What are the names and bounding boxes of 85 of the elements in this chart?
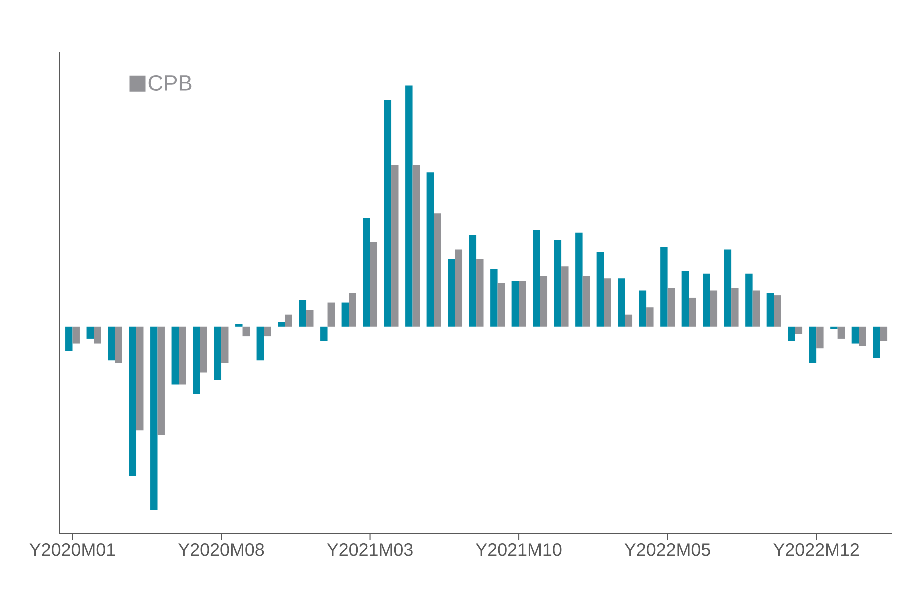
- bar: [596, 252, 604, 327]
- bar: [562, 266, 569, 327]
- bar: [554, 240, 562, 327]
- bar: [618, 278, 626, 327]
- bar: [363, 218, 370, 327]
- bar: [809, 326, 817, 364]
- bar: [179, 326, 186, 385]
- bar: [214, 326, 222, 380]
- bar: [200, 326, 208, 373]
- bar: [604, 278, 612, 327]
- bar: [108, 326, 116, 361]
- bar: [384, 100, 392, 327]
- bar: [724, 250, 732, 327]
- bar: [668, 288, 676, 327]
- bar: [86, 326, 94, 339]
- x-tick-label: Y2022M05: [624, 544, 710, 556]
- x-tick-label: Y2021M10: [476, 544, 562, 556]
- bar: [512, 281, 520, 327]
- bar: [285, 314, 292, 327]
- bar: [299, 300, 307, 327]
- bar: [434, 214, 442, 327]
- bar: [426, 172, 434, 327]
- bar: [278, 322, 286, 327]
- bar: [412, 165, 420, 327]
- bar: [519, 281, 526, 327]
- bar: [625, 314, 633, 327]
- bar: [660, 247, 668, 327]
- bar: [158, 326, 165, 436]
- bar: [490, 269, 498, 327]
- bar: [328, 302, 335, 327]
- bar: [774, 296, 782, 327]
- bar: [766, 293, 774, 327]
- bar: [66, 326, 73, 352]
- bar: [689, 298, 696, 327]
- bar: [746, 274, 753, 327]
- bar: [455, 250, 463, 327]
- bar: [392, 165, 399, 327]
- bar: [222, 326, 229, 364]
- bar: [788, 326, 796, 342]
- x-tick-label: Y2020M01: [30, 544, 116, 556]
- legend-label: CPB: [148, 75, 192, 91]
- bar: [732, 288, 739, 327]
- bar: [838, 326, 846, 339]
- bar: [94, 326, 102, 344]
- bar: [859, 326, 866, 346]
- bar: [476, 259, 484, 327]
- bar: [72, 326, 80, 344]
- bar: [639, 290, 647, 327]
- bar: [703, 274, 710, 327]
- bar: [498, 283, 506, 327]
- bar: [264, 326, 272, 337]
- bar: [682, 271, 690, 327]
- bar: [816, 326, 824, 349]
- bar: [342, 302, 350, 327]
- bar: [582, 276, 590, 327]
- bar: [172, 326, 180, 385]
- bar: [576, 232, 583, 327]
- bar: [873, 326, 880, 358]
- x-tick-label: Y2022M12: [774, 544, 860, 556]
- bar: [540, 276, 548, 327]
- bar: [306, 310, 314, 327]
- bar: [646, 308, 654, 327]
- bar: [242, 326, 250, 337]
- bar: [256, 326, 264, 361]
- bar: [533, 230, 540, 327]
- bar: [448, 259, 456, 327]
- bar: [852, 326, 860, 344]
- x-tick-label: Y2021M03: [327, 544, 413, 556]
- bar: [193, 326, 200, 394]
- x-tick-label: Y2020M08: [178, 544, 264, 556]
- bar: [406, 86, 413, 327]
- bar: [370, 242, 378, 327]
- bar: [129, 326, 137, 476]
- bar: [349, 293, 356, 327]
- bar: [469, 235, 477, 327]
- bar: [150, 326, 158, 510]
- bar: [880, 326, 888, 342]
- bar: [320, 326, 328, 342]
- bar: [236, 324, 243, 327]
- bar: [752, 290, 760, 327]
- bar: [830, 326, 838, 330]
- bar: [710, 290, 718, 327]
- bar: [136, 326, 144, 431]
- bar: [115, 326, 122, 364]
- bar: [795, 326, 803, 334]
